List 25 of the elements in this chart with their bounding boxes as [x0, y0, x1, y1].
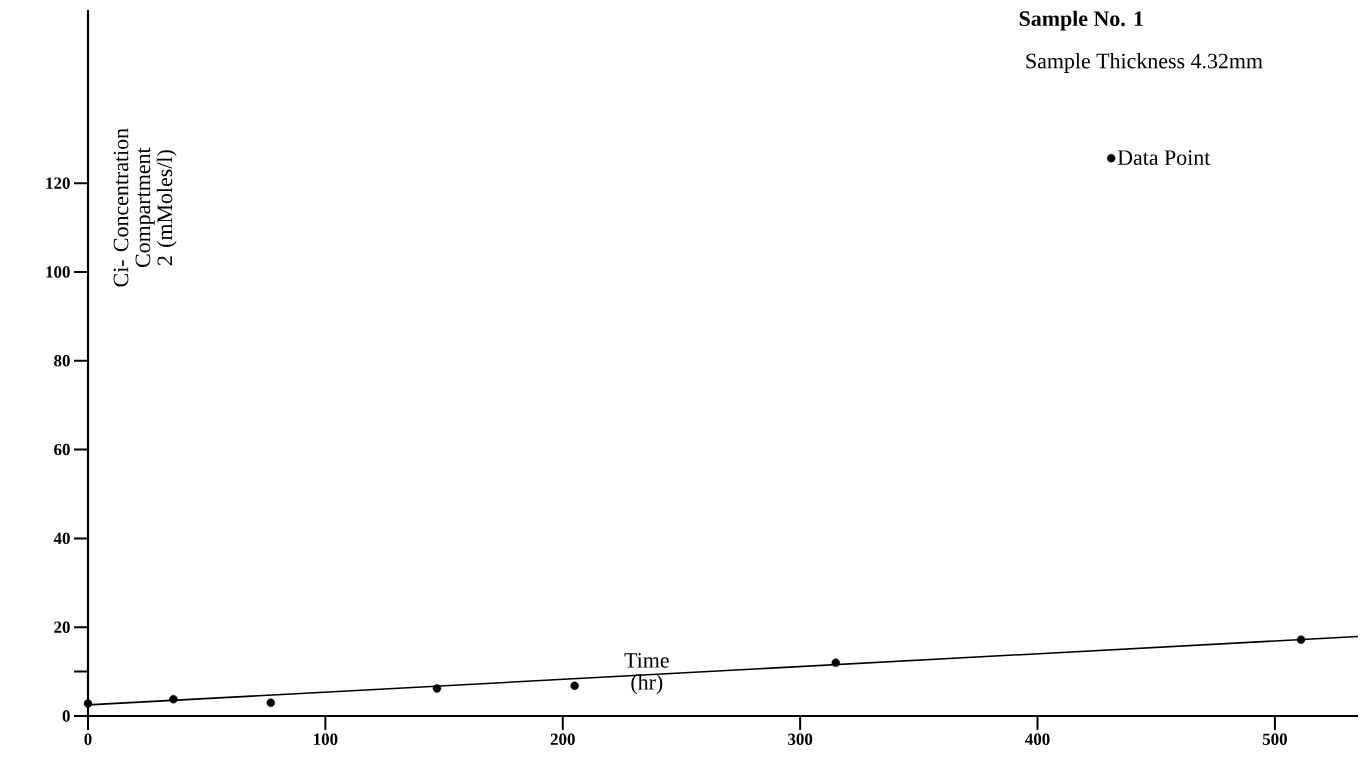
x-tick-label: 200 — [550, 733, 575, 745]
point — [1296, 635, 1306, 644]
point — [83, 699, 93, 708]
y-tick-label: 20 — [54, 621, 70, 633]
y-tick-label: 100 — [46, 266, 70, 278]
x-tick-label: 500 — [1262, 733, 1287, 745]
point — [266, 698, 275, 707]
y-tick-label: 60 — [54, 443, 70, 456]
legend-label: Data Point — [1117, 150, 1211, 165]
x-tick-label: 0 — [84, 733, 92, 745]
y-tick-label: 80 — [54, 355, 70, 367]
point — [432, 684, 442, 693]
y-axis-title: Ci- Concentration Compartment 2 (mMoles/l) — [113, 128, 177, 287]
text: Sample Thickness 4.32mm — [1026, 53, 1263, 73]
point — [169, 694, 178, 704]
y-tick-label: 40 — [53, 532, 70, 545]
x-tick-label: 300 — [788, 733, 813, 745]
x-tick-label: 100 — [314, 733, 338, 745]
x-tick-label: 400 — [1025, 733, 1050, 745]
point — [570, 681, 579, 691]
point — [831, 658, 840, 667]
chart-title: Sample No. 1 — [1019, 10, 1143, 31]
y-tick-label: 120 — [46, 177, 70, 189]
x-axis-title: Time (hr) — [624, 653, 669, 695]
y-tick-label: 0 — [62, 710, 70, 722]
